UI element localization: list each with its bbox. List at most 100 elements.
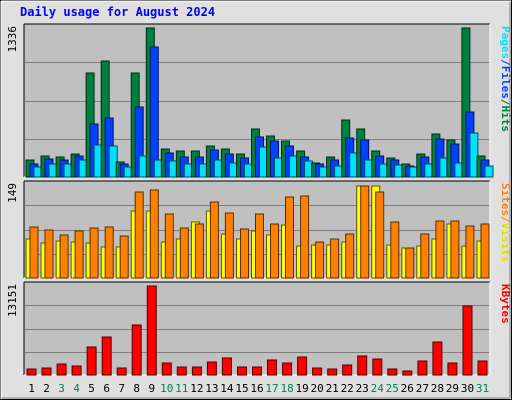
x-tick-23: 23 [356,382,369,395]
bar-kbytes-day-29 [447,362,458,376]
bar-kbytes-day-6 [101,336,112,376]
bar-sites-day-22 [345,233,355,279]
x-tick-9: 9 [148,382,155,395]
x-tick-19: 19 [295,382,308,395]
bar-sites-day-15 [240,228,249,279]
bar-sites-day-3 [59,234,69,279]
bar-kbytes-day-13 [206,361,217,376]
x-tick-11: 11 [175,382,188,395]
bar-kbytes-day-26 [402,370,413,376]
bar-kbytes-day-1 [26,368,37,376]
bar-sites-day-9 [149,189,159,279]
right-label-part: / [499,99,512,106]
bar-kbytes-day-31 [477,360,488,376]
panel-hits-max-label: 1336 [6,26,19,53]
bar-sites-day-21 [330,238,340,279]
right-label-part: KBytes [499,284,512,324]
right-label-part: Sites [499,183,512,216]
x-tick-30: 30 [461,382,474,395]
bar-sites-day-18 [285,196,294,279]
bar-sites-day-7 [119,235,129,279]
x-tick-1: 1 [28,382,35,395]
bar-kbytes-day-14 [221,357,232,376]
right-label-part: Visits [499,223,512,263]
bar-kbytes-day-22 [342,364,353,376]
x-tick-21: 21 [326,382,339,395]
bar-sites-day-12 [194,223,204,279]
bar-sites-day-10 [164,213,174,279]
bar-kbytes-day-7 [116,367,127,376]
bar-sites-day-6 [104,226,114,279]
panel-visits-max-label: 149 [6,183,19,203]
chart-title: Daily usage for August 2024 [20,5,215,19]
x-tick-27: 27 [416,382,429,395]
x-tick-7: 7 [118,382,125,395]
bar-sites-day-11 [179,227,189,279]
bar-sites-day-26 [405,247,415,279]
bar-kbytes-day-17 [267,359,277,376]
bar-kbytes-day-15 [237,366,247,376]
bar-kbytes-day-28 [432,341,443,376]
chart-panels: 133614913151Pages/Files/HitsSites/Visits… [6,23,512,376]
x-tick-17: 17 [265,382,278,395]
right-label-part: / [499,59,512,66]
x-tick-4: 4 [73,382,80,395]
bar-sites-day-1 [29,226,39,279]
x-tick-16: 16 [250,382,263,395]
bar-kbytes-day-11 [176,366,187,376]
bar-kbytes-day-5 [86,346,97,376]
bar-kbytes-day-23 [357,355,368,376]
bar-kbytes-day-25 [387,368,398,376]
x-tick-labels: 1 2 3 4 5 6 7 8 9 10 11 12 13 14 15 16 17 18 19 20 21 22 23 24 2… [28,382,489,395]
bar-sites-day-25 [390,221,400,279]
x-tick-31: 31 [476,382,489,395]
x-tick-15: 15 [235,382,248,395]
panel-kbytes: 13151 [6,281,491,376]
bar-pages-day-31 [484,165,494,178]
x-tick-20: 20 [310,382,323,395]
bar-kbytes-day-24 [372,358,383,376]
panel-kbytes-background [24,282,490,375]
x-tick-22: 22 [341,382,354,395]
bar-kbytes-day-3 [56,363,67,376]
x-tick-18: 18 [280,382,293,395]
bar-sites-day-31 [480,223,490,279]
x-tick-13: 13 [205,382,218,395]
bar-kbytes-day-20 [312,367,323,376]
bar-files-day-9 [149,46,159,178]
bar-sites-day-5 [89,227,99,279]
bar-sites-day-13 [209,201,219,279]
x-tick-26: 26 [401,382,414,395]
x-tick-5: 5 [88,382,95,395]
bar-pages-day-30 [469,132,479,178]
x-tick-3: 3 [58,382,65,395]
x-tick-14: 14 [220,382,234,395]
x-tick-6: 6 [103,382,110,395]
x-tick-29: 29 [446,382,459,395]
panel-visits: 149 [6,180,491,279]
x-tick-8: 8 [133,382,140,395]
bar-kbytes-day-2 [41,367,52,376]
right-label-visits: Sites/Visits [499,183,512,263]
right-label-part: Files [499,66,512,99]
bar-sites-day-30 [465,225,475,279]
x-tick-24: 24 [371,382,385,395]
bar-sites-day-19 [300,195,310,279]
bar-sites-day-20 [315,241,325,279]
right-label-part: / [499,216,512,223]
bar-kbytes-day-18 [282,362,293,376]
bar-kbytes-day-27 [417,360,428,376]
x-tick-28: 28 [431,382,444,395]
bar-kbytes-day-9 [146,285,157,376]
right-label-part: Hits [499,106,512,133]
bar-sites-day-4 [74,230,84,279]
bar-sites-day-16 [255,213,264,279]
bar-kbytes-day-19 [297,356,308,376]
right-label-part: Pages [499,26,512,59]
bar-sites-day-24 [375,191,385,279]
bar-kbytes-day-16 [252,366,262,376]
bar-kbytes-day-30 [462,305,473,376]
bar-kbytes-day-21 [327,368,338,376]
